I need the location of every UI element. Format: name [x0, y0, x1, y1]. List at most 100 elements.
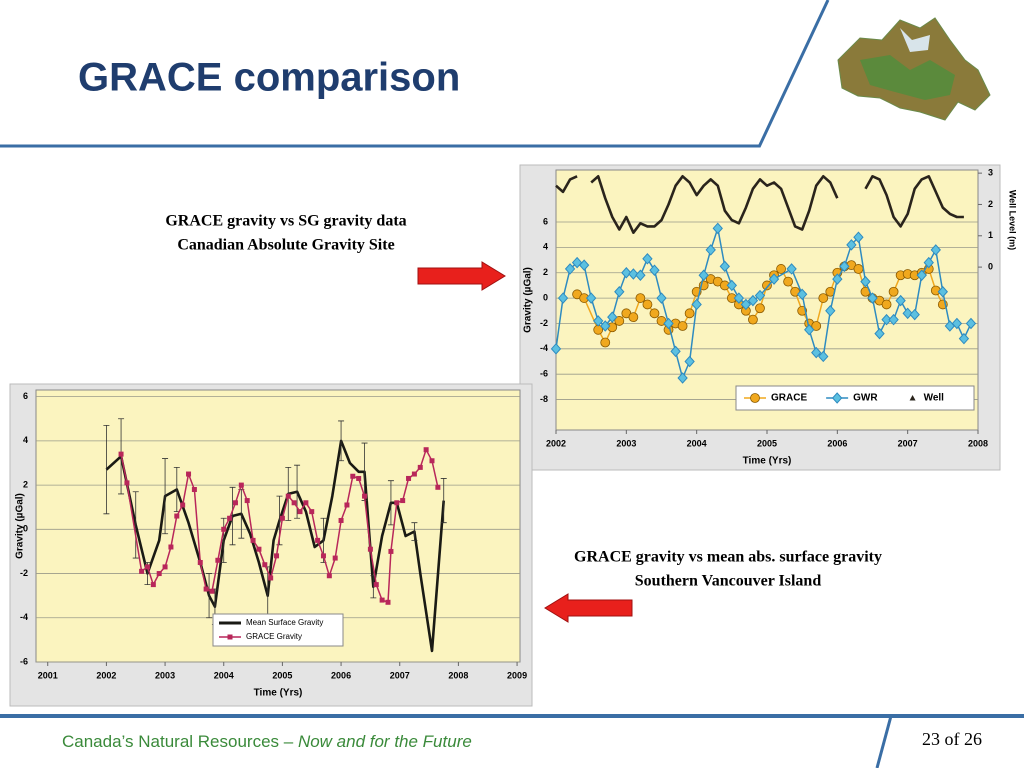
marker	[139, 568, 145, 574]
marker	[965, 317, 977, 330]
marker	[902, 307, 913, 320]
y2-tick-label: 2	[988, 199, 993, 209]
marker	[309, 509, 315, 515]
marker	[740, 298, 752, 311]
marker	[635, 269, 646, 282]
marker	[733, 292, 745, 304]
x-tick-label: 2009	[507, 670, 527, 680]
marker	[783, 276, 793, 287]
slide-title: GRACE comparison	[78, 56, 460, 100]
marker	[930, 244, 941, 256]
arrow-right	[417, 261, 506, 291]
marker	[315, 537, 321, 543]
marker	[118, 451, 124, 457]
marker	[394, 500, 400, 506]
marker	[846, 239, 857, 251]
y-tick-label: 0	[23, 524, 28, 534]
marker	[268, 575, 274, 581]
footer-text: Canada’s Natural Resources – Now and for…	[62, 732, 472, 751]
marker	[888, 286, 899, 297]
marker	[642, 299, 653, 310]
x-tick-label: 2002	[546, 438, 566, 448]
error-bar	[220, 517, 227, 563]
marker	[804, 324, 815, 336]
y-tick-label: 2	[543, 267, 548, 277]
marker	[400, 498, 406, 504]
error-bar	[162, 458, 169, 535]
marker	[297, 509, 303, 515]
x-tick-label: 2006	[827, 438, 847, 448]
marker	[367, 546, 373, 552]
marker	[379, 597, 385, 603]
marker	[385, 599, 391, 605]
error-bar	[132, 491, 139, 559]
marker	[677, 321, 688, 331]
marker	[593, 315, 604, 327]
marker	[303, 500, 309, 506]
marker	[825, 305, 836, 317]
marker	[373, 582, 379, 588]
marker	[232, 500, 238, 506]
marker	[923, 256, 934, 269]
marker	[221, 526, 227, 532]
error-bar	[440, 478, 447, 524]
marker	[796, 288, 808, 301]
footer-slash	[875, 715, 893, 768]
legend-label: Mean Surface Gravity	[246, 618, 323, 627]
arrow-left	[544, 593, 633, 623]
footer-org: Canada’s Natural Resources –	[62, 732, 294, 751]
x-tick-label: 2004	[687, 438, 707, 448]
canada-map	[837, 17, 991, 121]
marker	[144, 564, 150, 570]
marker	[691, 298, 702, 311]
marker	[776, 264, 786, 274]
marker	[250, 537, 256, 543]
marker	[712, 222, 723, 235]
y-tick-label: 6	[543, 216, 548, 226]
marker	[726, 279, 738, 292]
marker	[832, 273, 843, 285]
y-tick-label: -2	[540, 318, 548, 328]
x-tick-label: 2007	[898, 438, 918, 448]
marker	[909, 395, 916, 401]
y-tick-label: 4	[23, 435, 28, 445]
y-tick-label: -6	[540, 369, 548, 379]
caption-line: GRACE gravity vs SG gravity data	[165, 213, 406, 230]
marker	[860, 275, 871, 288]
marker	[811, 346, 822, 359]
footer-tagline: Now and for the Future	[298, 732, 472, 751]
legend-label: GWR	[853, 393, 878, 404]
marker	[180, 502, 186, 508]
marker	[150, 582, 156, 588]
header-slash	[757, 0, 830, 148]
marker	[168, 544, 174, 550]
marker	[435, 484, 441, 490]
marker	[338, 517, 344, 523]
marker	[600, 320, 611, 332]
marker	[417, 464, 423, 470]
marker	[209, 588, 215, 594]
marker	[786, 263, 797, 275]
marker	[670, 345, 681, 358]
y2-tick-label: 0	[988, 261, 993, 271]
marker	[124, 480, 130, 486]
x-tick-label: 2002	[96, 670, 116, 680]
page-number: 23 of 26	[922, 729, 982, 749]
marker	[564, 263, 576, 275]
y-tick-label: -6	[20, 656, 28, 666]
marker	[227, 634, 233, 640]
y-axis-label: Gravity (µGal)	[15, 493, 26, 559]
y2-axis-label: Well Level (m)	[1008, 190, 1018, 250]
marker	[895, 294, 906, 307]
marker	[600, 337, 611, 348]
marker	[719, 260, 730, 273]
x-tick-label: 2003	[155, 670, 175, 680]
x-tick-label: 2001	[38, 670, 58, 680]
error-bar	[103, 424, 110, 515]
y-tick-label: 2	[23, 479, 28, 489]
marker	[755, 303, 765, 314]
x-axis-label: Time (Yrs)	[743, 456, 792, 467]
marker	[888, 313, 899, 326]
marker	[429, 458, 435, 464]
